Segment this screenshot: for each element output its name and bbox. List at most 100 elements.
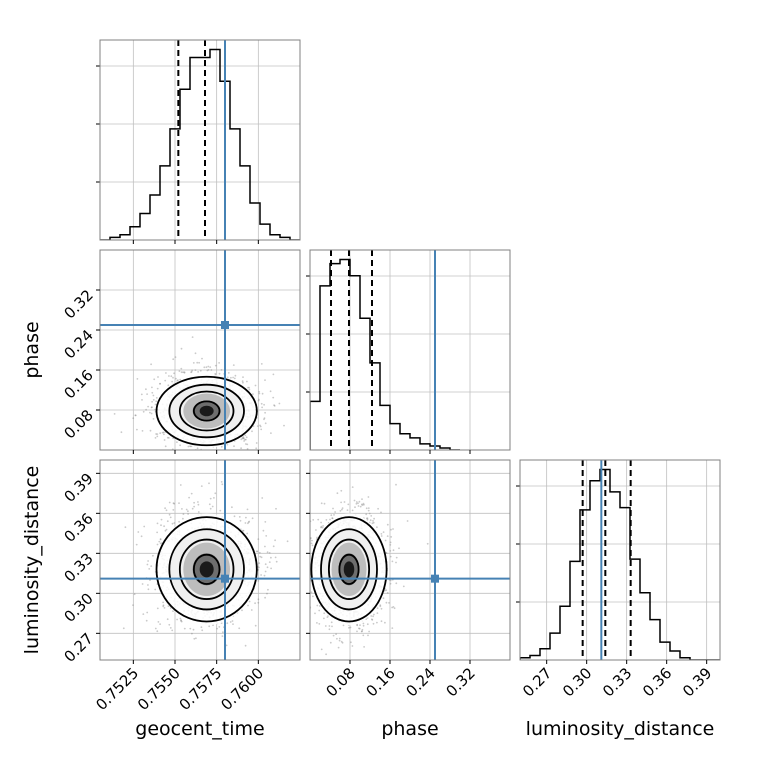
panel-frame — [99, 249, 301, 451]
sample-point — [272, 373, 275, 376]
sample-point — [350, 641, 352, 644]
sample-point — [384, 539, 387, 542]
sample-point — [159, 538, 162, 541]
panel-frame — [99, 459, 301, 661]
sample-point — [151, 391, 154, 394]
sample-point — [244, 438, 246, 441]
sample-point — [338, 637, 341, 640]
sample-point — [360, 630, 363, 633]
sample-point — [244, 644, 247, 647]
sample-point — [156, 435, 159, 438]
sample-point — [343, 501, 346, 503]
sample-point — [329, 518, 331, 521]
sample-point — [361, 503, 363, 506]
sample-point — [173, 372, 176, 375]
sample-point — [180, 619, 183, 622]
sample-point — [213, 453, 215, 455]
sample-point — [245, 516, 247, 519]
sample-point — [329, 641, 332, 644]
sample-point — [390, 536, 393, 538]
sample-point — [241, 437, 244, 439]
sample-point — [177, 454, 179, 456]
sample-point — [258, 562, 261, 565]
sample-point — [197, 371, 200, 373]
sample-point — [255, 550, 258, 553]
sample-point — [220, 445, 223, 448]
sample-point — [164, 529, 167, 532]
sample-point — [391, 627, 394, 629]
sample-point — [272, 396, 275, 399]
x-tick-label-geocent_time: 0.7600 — [217, 664, 267, 714]
y-axis-label-luminosity_distance: luminosity_distance — [21, 466, 43, 655]
sample-point — [152, 399, 155, 401]
sample-point — [168, 513, 171, 516]
sample-point — [197, 501, 199, 503]
sample-point — [165, 528, 168, 531]
sample-point — [218, 626, 221, 628]
sample-point — [190, 370, 193, 373]
sample-point — [311, 544, 314, 547]
x-tick-label-geocent_time: 0.7525 — [92, 664, 142, 714]
sample-point — [134, 414, 137, 417]
sample-point — [225, 644, 228, 647]
sample-point — [168, 375, 170, 377]
sample-point — [336, 637, 338, 640]
sample-point — [254, 602, 256, 605]
sample-point — [252, 393, 254, 395]
density-panel-phase-luminosity_distance — [302, 459, 511, 661]
sample-point — [254, 384, 257, 387]
sample-point — [320, 521, 322, 524]
sample-point — [190, 445, 192, 448]
sample-point — [209, 507, 212, 510]
sample-point — [242, 381, 244, 384]
sample-point — [141, 399, 143, 401]
sample-point — [406, 520, 409, 522]
contour-line-1 — [178, 538, 235, 600]
sample-point — [303, 589, 305, 591]
sample-point — [133, 593, 136, 596]
sample-point — [207, 365, 210, 368]
sample-point — [200, 454, 202, 456]
sample-point — [229, 450, 231, 452]
sample-point — [113, 413, 116, 415]
sample-point — [179, 484, 182, 486]
sample-point — [379, 605, 382, 608]
sample-point — [389, 544, 392, 546]
y-tick-label-phase: 0.32 — [60, 286, 96, 322]
sample-point — [171, 380, 174, 383]
sample-point — [154, 437, 157, 439]
sample-point — [240, 447, 243, 450]
sample-point — [255, 447, 258, 450]
sample-point — [196, 451, 198, 453]
sample-point — [262, 529, 265, 532]
sample-point — [331, 517, 334, 520]
sample-point — [172, 610, 174, 612]
sample-point — [166, 618, 169, 621]
sample-point — [248, 388, 251, 391]
sample-point — [169, 516, 172, 519]
sample-point — [166, 436, 169, 439]
sample-point — [323, 612, 326, 615]
sample-point — [120, 431, 123, 434]
sample-point — [246, 532, 249, 535]
sample-point — [259, 424, 261, 427]
sample-point — [209, 497, 212, 500]
contour-line-0 — [192, 400, 221, 422]
x-tick-label-luminosity_distance: 0.27 — [519, 664, 555, 700]
sample-point — [392, 606, 395, 608]
sample-point — [192, 362, 195, 364]
sample-point — [395, 483, 397, 486]
sample-point — [176, 618, 179, 621]
x-tick-label-phase: 0.24 — [402, 664, 438, 700]
sample-point — [302, 560, 304, 562]
sample-point — [395, 582, 398, 585]
sample-point — [201, 629, 204, 632]
sample-point — [232, 364, 235, 366]
sample-point — [167, 384, 170, 387]
sample-point — [393, 607, 396, 610]
sample-point — [230, 376, 232, 379]
sample-point — [340, 640, 343, 643]
sample-point — [179, 444, 182, 447]
sample-point — [176, 441, 178, 443]
